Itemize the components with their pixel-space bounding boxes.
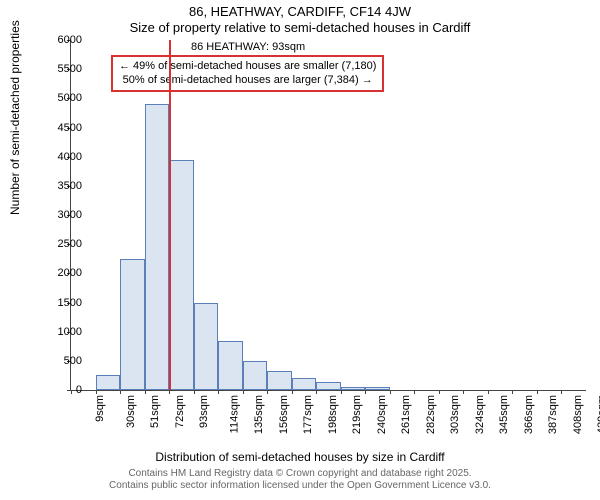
chart-title-main: 86, HEATHWAY, CARDIFF, CF14 4JW [0,4,600,19]
y-tick-label: 500 [42,355,82,367]
x-tick-label: 303sqm [449,395,461,434]
histogram-bar [243,361,268,390]
y-tick-label: 2500 [42,238,82,250]
x-tick-mark [537,390,538,394]
x-tick-label: 135sqm [253,395,265,434]
y-tick-label: 6000 [42,34,82,46]
x-tick-label: 198sqm [327,395,339,434]
x-tick-mark [512,390,513,394]
annotation-line1: ← 49% of semi-detached houses are smalle… [119,59,376,73]
x-tick-label: 219sqm [351,395,363,434]
footer-line2: Contains public sector information licen… [0,480,600,492]
x-tick-label: 51sqm [149,395,161,428]
x-tick-mark [390,390,391,394]
x-tick-mark [218,390,219,394]
x-tick-mark [120,390,121,394]
x-tick-label: 93sqm [198,395,210,428]
histogram-bar [169,160,194,390]
y-tick-label: 1000 [42,326,82,338]
reference-line [169,40,171,390]
y-tick-label: 4000 [42,151,82,163]
x-tick-label: 345sqm [499,395,511,434]
x-tick-label: 30sqm [125,395,137,428]
x-tick-label: 177sqm [302,395,314,434]
x-tick-mark [463,390,464,394]
x-tick-label: 282sqm [425,395,437,434]
y-tick-label: 5500 [42,63,82,75]
y-tick-label: 4500 [42,122,82,134]
x-tick-mark [365,390,366,394]
x-tick-mark [194,390,195,394]
x-tick-mark [414,390,415,394]
x-tick-mark [561,390,562,394]
x-tick-mark [243,390,244,394]
histogram-bar [292,378,317,390]
y-tick-label: 3000 [42,209,82,221]
x-tick-label: 324sqm [474,395,486,434]
plot-area: 86 HEATHWAY: 93sqm ← 49% of semi-detache… [70,40,586,391]
x-tick-mark [316,390,317,394]
y-axis-label: Number of semi-detached properties [8,20,22,215]
histogram-bar [365,387,390,390]
y-tick-label: 3500 [42,180,82,192]
x-axis-label: Distribution of semi-detached houses by … [0,450,600,464]
x-tick-label: 429sqm [597,395,600,434]
x-tick-label: 261sqm [400,395,412,434]
y-tick-label: 0 [42,384,82,396]
x-tick-label: 408sqm [572,395,584,434]
x-tick-label: 114sqm [228,395,240,433]
x-tick-mark [267,390,268,394]
x-tick-mark [488,390,489,394]
x-tick-label: 156sqm [278,395,290,434]
x-tick-label: 72sqm [174,395,186,428]
x-tick-mark [169,390,170,394]
x-tick-mark [439,390,440,394]
x-tick-mark [96,390,97,394]
y-tick-label: 5000 [42,92,82,104]
histogram-bar [316,382,341,390]
x-tick-label: 9sqm [94,395,106,422]
x-tick-label: 387sqm [548,395,560,434]
x-tick-mark [341,390,342,394]
histogram-bar [96,375,121,390]
histogram-bar [341,387,366,390]
histogram-bar [267,371,292,390]
y-tick-label: 2000 [42,267,82,279]
annotation-box: ← 49% of semi-detached houses are smalle… [111,55,384,92]
x-tick-mark [145,390,146,394]
histogram-bar [194,303,219,391]
x-tick-mark [292,390,293,394]
histogram-bar [120,259,145,390]
histogram-bar [218,341,243,390]
footer-line1: Contains HM Land Registry data © Crown c… [0,468,600,480]
chart-title-sub: Size of property relative to semi-detach… [0,20,600,35]
x-tick-label: 240sqm [376,395,388,434]
histogram-bar [145,104,170,390]
annotation-line2: 50% of semi-detached houses are larger (… [119,73,376,87]
y-tick-label: 1500 [42,297,82,309]
annotation-title: 86 HEATHWAY: 93sqm [191,41,305,53]
chart-footer: Contains HM Land Registry data © Crown c… [0,468,600,492]
x-tick-label: 366sqm [523,395,535,434]
